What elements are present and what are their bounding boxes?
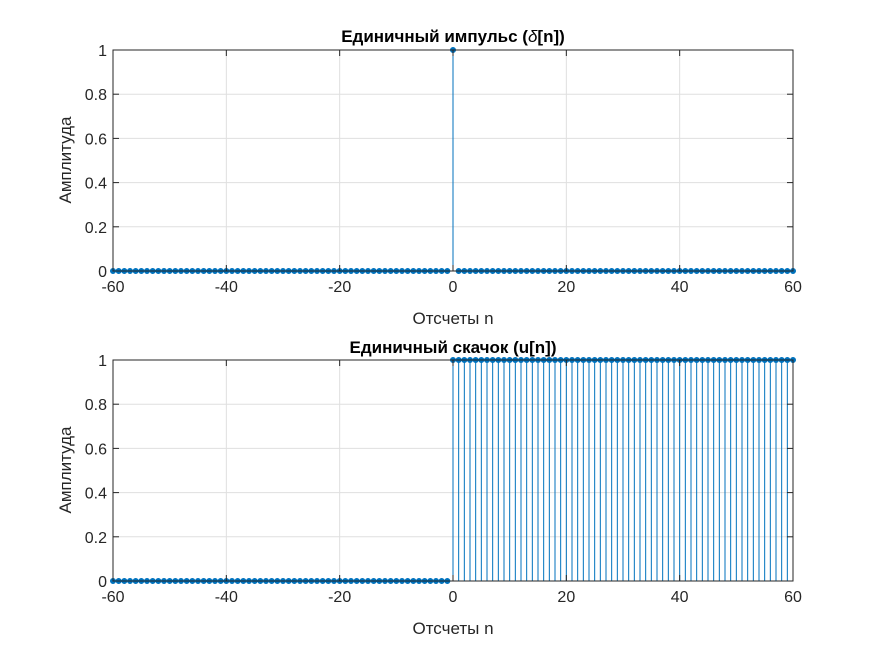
impulse-xtick-label: 0	[449, 279, 458, 296]
step-ytick-label: 0.6	[85, 441, 107, 458]
step-plot-title: Единичный скачок (u[n])	[349, 338, 556, 357]
impulse-xtick-label: 20	[557, 279, 575, 296]
impulse-ytick-label: 0.8	[85, 87, 107, 104]
step-ytick-label: 1	[98, 353, 107, 370]
step-xtick-label: 0	[449, 589, 458, 606]
impulse-ytick-label: 0.6	[85, 131, 107, 148]
impulse-xtick-label: 60	[784, 279, 802, 296]
impulse-plot-title: Единичный импульс (δ[n])	[341, 27, 565, 46]
step-xtick-label: -40	[215, 589, 238, 606]
impulse-xtick-label: -60	[101, 279, 124, 296]
step-xtick-label: 20	[557, 589, 575, 606]
step-ytick-label: 0.8	[85, 397, 107, 414]
impulse-ytick-label: 0	[98, 264, 107, 281]
impulse-xtick-label: 40	[671, 279, 689, 296]
step-plot-ylabel: Амплитуда	[56, 426, 75, 513]
step-plot-xlabel: Отсчеты n	[412, 619, 493, 638]
step-xtick-label: -20	[328, 589, 351, 606]
step-xtick-label: -60	[101, 589, 124, 606]
impulse-plot-ylabel: Амплитуда	[56, 116, 75, 203]
impulse-xtick-label: -40	[215, 279, 238, 296]
impulse-axes-frame: -60 -40 -20 0 20 40 60 0 0.2 0.4 0.6 0.8 1	[85, 43, 802, 296]
step-axes-frame: -60 -40 -20 0 20 40 60 0 0.2 0.4 0.6 0.8 1	[85, 353, 802, 606]
impulse-xtick-label: -20	[328, 279, 351, 296]
impulse-plot-xlabel: Отсчеты n	[412, 309, 493, 328]
step-ytick-label: 0	[98, 574, 107, 591]
step-xtick-label: 60	[784, 589, 802, 606]
step-plot: -60 -40 -20 0 20 40 60 0 0.2 0.4 0.6 0.8 1 Единичный…	[56, 338, 802, 638]
impulse-ytick-label: 1	[98, 43, 107, 60]
step-xtick-label: 40	[671, 589, 689, 606]
step-ytick-label: 0.4	[85, 486, 107, 503]
impulse-ytick-label: 0.4	[85, 176, 107, 193]
step-ytick-label: 0.2	[85, 530, 107, 547]
impulse-plot: -60 -40 -20 0 20 40 60 0 0.2 0.4 0.6 0.8 1 Единичный…	[56, 27, 802, 328]
impulse-ytick-label: 0.2	[85, 220, 107, 237]
